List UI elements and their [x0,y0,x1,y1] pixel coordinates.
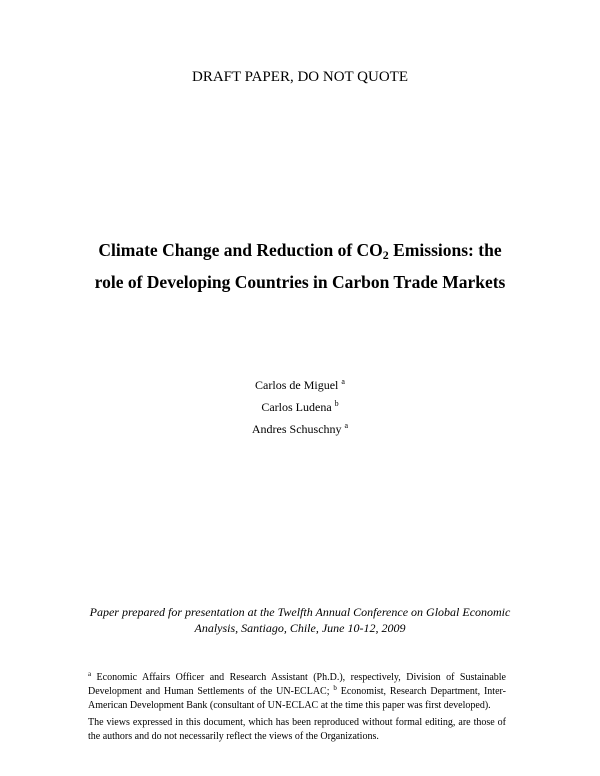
footnote-mark: a [88,670,92,678]
author-name: Carlos Ludena [261,400,335,414]
author: Carlos de Miguel a [0,378,600,393]
disclaimer: The views expressed in this document, wh… [88,717,506,742]
title-text: Emissions: the [388,240,502,260]
author-mark: a [344,421,349,430]
presentation-line: Analysis, Santiago, Chile, June 10-12, 2… [194,621,406,635]
footnote-mark: b [333,684,337,692]
footnote-text: Economist, Research Department, Inter-Am… [88,686,506,711]
footnote: a Economic Affairs Officer and Research … [88,671,506,713]
title-line-2: role of Developing Countries in Carbon T… [94,272,506,292]
title-text: Climate Change and Reduction of CO [98,240,383,260]
draft-header: DRAFT PAPER, DO NOT QUOTE [191,69,408,85]
author-name: Carlos de Miguel [255,378,342,392]
footnote-text: Economic Affairs Officer and Research As… [88,672,506,697]
presentation-line: Paper prepared for presentation at the T… [89,605,511,619]
title-line-1: Climate Change and Reduction of CO2 Emis… [0,234,600,266]
author: Andres Schuschny a [0,422,600,437]
author: Carlos Ludena b [0,400,600,415]
author-name: Andres Schuschny [251,422,345,436]
author-mark: a [341,377,345,386]
presentation-note: Paper prepared for presentation at the T… [0,604,600,636]
title-subscript: 2 [382,248,389,262]
author-mark: b [334,399,339,408]
